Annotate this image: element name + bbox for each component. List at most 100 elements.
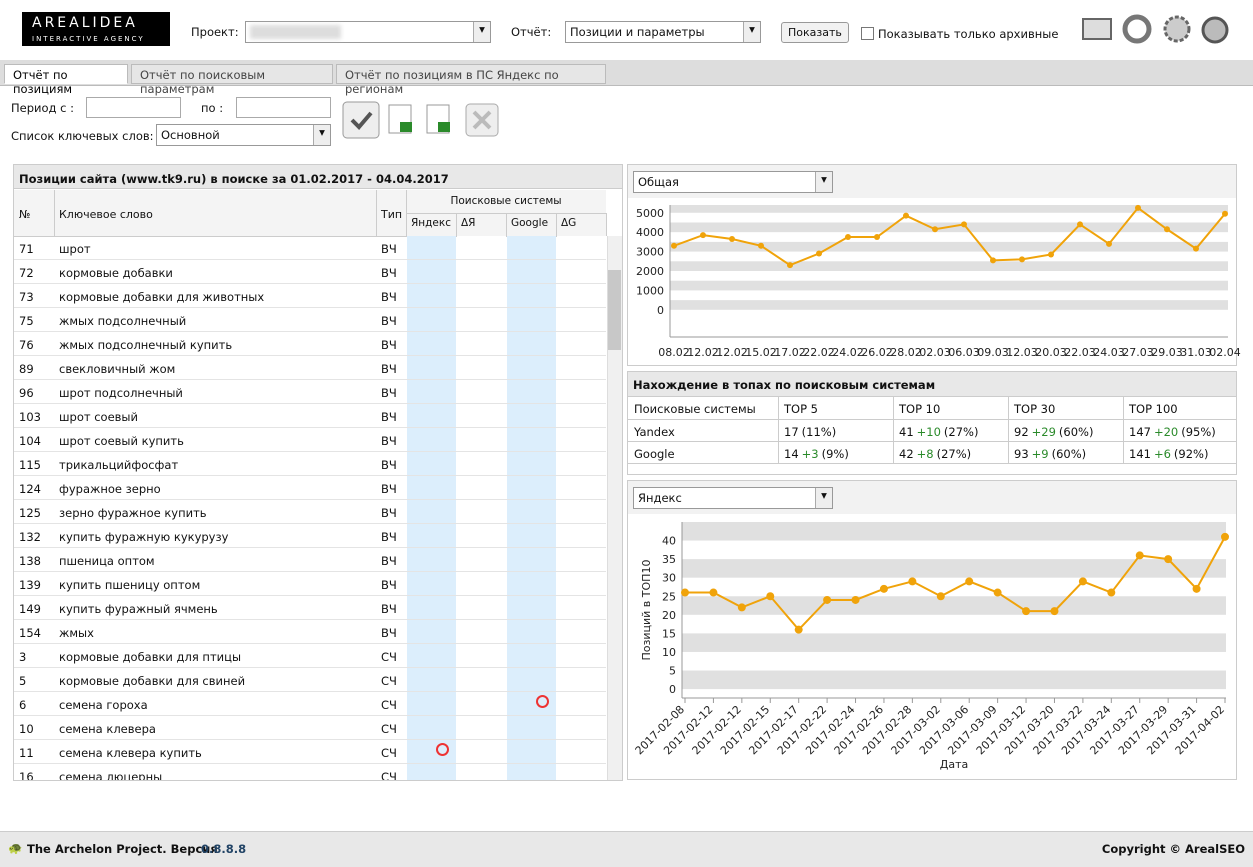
cell: 103 — [19, 410, 41, 424]
footer: 🐢 The Archelon Project. Версия 0.8.8.8 C… — [0, 831, 1253, 867]
position-cell — [407, 500, 456, 523]
position-cell — [507, 452, 556, 475]
position-cell — [457, 380, 506, 403]
cell: 139 — [19, 578, 41, 592]
date-from[interactable] — [86, 97, 181, 118]
cell: кормовые добавки для свиней — [59, 674, 246, 688]
apply-button[interactable] — [342, 101, 380, 139]
top-cell: 17 (11%) — [784, 425, 839, 439]
keywords-select[interactable]: Основной — [156, 124, 331, 146]
position-cell — [407, 452, 456, 475]
column-divider — [556, 213, 557, 236]
position-cell — [407, 548, 456, 571]
plugin-icon[interactable] — [1201, 16, 1229, 44]
cell: СЧ — [381, 746, 397, 760]
cell: 104 — [19, 434, 41, 448]
position-cell — [507, 740, 556, 763]
top-delta: +6 — [1153, 447, 1171, 461]
cell: 96 — [19, 386, 34, 400]
position-cell — [407, 380, 456, 403]
cell: ВЧ — [381, 482, 397, 496]
archive-checkbox[interactable] — [861, 27, 874, 40]
top-pct: (9%) — [821, 447, 849, 461]
top-cell: 141 +6 (92%) — [1129, 447, 1211, 461]
position-cell — [557, 644, 606, 667]
position-cell — [507, 524, 556, 547]
cell: ВЧ — [381, 458, 397, 472]
cell: ВЧ — [381, 602, 397, 616]
position-cell — [507, 380, 556, 403]
column-header: TOP 100 — [1129, 402, 1178, 416]
cell: 132 — [19, 530, 41, 544]
position-cell — [557, 452, 606, 475]
monitor-icon[interactable] — [1082, 18, 1112, 40]
chart-panel: Общая — [627, 164, 1237, 366]
row-divider — [14, 451, 606, 452]
cell: шрот подсолнечный — [59, 386, 183, 400]
tops-title: Нахождение в топах по поисковым системам — [628, 372, 1236, 396]
show-button[interactable]: Показать — [781, 22, 849, 43]
position-cell — [457, 476, 506, 499]
top-pct: (95%) — [1181, 425, 1216, 439]
chart-selector[interactable]: Яндекс — [633, 487, 833, 509]
position-cell — [457, 404, 506, 427]
tab[interactable]: Отчёт по поисковым параметрам — [131, 64, 333, 96]
column-header: Поисковые системы — [634, 402, 756, 416]
tab[interactable]: Отчёт по позициям в ПС Яндекс по региона… — [336, 64, 606, 96]
project-select[interactable]: TK9 www.tk9.ru — [245, 21, 491, 43]
scrollbar — [607, 236, 622, 780]
position-cell — [557, 764, 606, 780]
position-cell — [457, 284, 506, 307]
panel-title: Позиции сайта (www.tk9.ru) в поиске за 0… — [14, 165, 622, 189]
position-cell — [557, 668, 606, 691]
position-cell — [557, 692, 606, 715]
date-to[interactable] — [236, 97, 331, 118]
cell: ВЧ — [381, 290, 397, 304]
blocked-icon — [536, 695, 549, 708]
row-divider — [14, 259, 606, 260]
position-cell — [507, 476, 556, 499]
chart-selector[interactable]: Общая — [633, 171, 833, 193]
row-divider — [628, 441, 1236, 442]
position-cell — [507, 356, 556, 379]
position-cell — [407, 524, 456, 547]
row-divider — [14, 475, 606, 476]
top-value: 42 — [899, 447, 914, 461]
column-header: TOP 5 — [784, 402, 818, 416]
top-value: 41 — [899, 425, 914, 439]
row-divider — [14, 331, 606, 332]
position-cell — [407, 356, 456, 379]
cell: 3 — [19, 650, 27, 664]
keywords-label: Список ключевых слов: — [11, 129, 154, 143]
period-from-label: Период с : — [11, 101, 74, 115]
top-cell: 92 +29 (60%) — [1014, 425, 1096, 439]
row-divider — [628, 463, 1236, 464]
column-header: ΔG — [561, 217, 577, 229]
report-select[interactable]: Позиции и параметры — [565, 21, 761, 43]
position-cell — [507, 284, 556, 307]
position-cell — [507, 548, 556, 571]
position-cell — [407, 332, 456, 355]
position-cell — [457, 668, 506, 691]
header-icons — [1082, 14, 1229, 44]
cell: трикальцийфосфат — [59, 458, 179, 472]
position-cell — [407, 764, 456, 780]
settings-icon[interactable] — [1163, 15, 1191, 43]
tab[interactable]: Отчёт по позициям — [4, 64, 128, 96]
logo: AREALIDEA INTERACTIVE AGENCY — [22, 12, 170, 46]
top-cell: 41 +10 (27%) — [899, 425, 981, 439]
position-cell — [557, 620, 606, 643]
position-cell — [407, 284, 456, 307]
project-label: Проект: — [191, 25, 239, 39]
blocked-icon — [436, 743, 449, 756]
position-cell — [507, 500, 556, 523]
tops-panel: Нахождение в топах по поисковым системам… — [627, 371, 1237, 475]
refresh-icon[interactable] — [1122, 14, 1152, 44]
engine-name: Yandex — [634, 425, 675, 439]
cell: пшеница оптом — [59, 554, 155, 568]
column-divider — [778, 396, 779, 463]
chart-panel: Яндекс — [627, 480, 1237, 780]
scroll-thumb — [608, 270, 621, 350]
position-cell — [457, 236, 506, 259]
